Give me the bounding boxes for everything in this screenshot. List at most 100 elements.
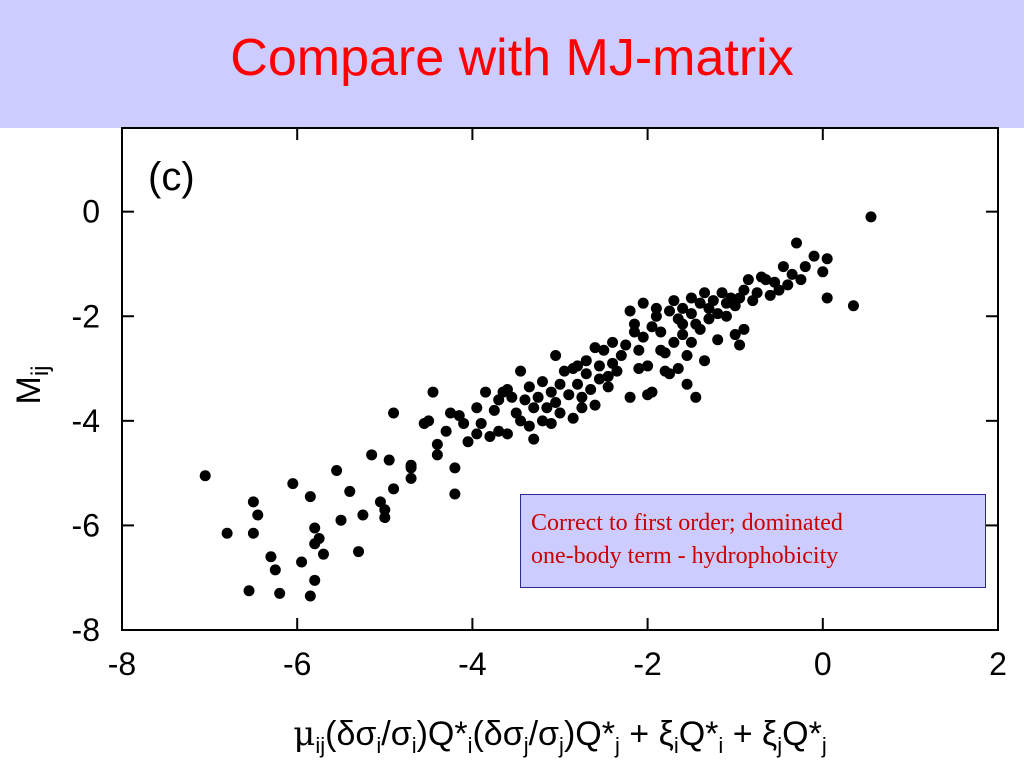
data-point <box>572 360 584 372</box>
data-point <box>576 402 588 414</box>
data-point <box>335 514 347 526</box>
data-point <box>598 344 610 356</box>
data-point <box>624 305 636 317</box>
annotation-line-1: Correct to first order; dominated <box>531 510 843 536</box>
data-point <box>567 412 579 424</box>
data-point <box>637 297 649 309</box>
data-point <box>589 399 601 411</box>
data-point <box>554 378 566 390</box>
data-point <box>572 378 584 390</box>
data-point <box>677 329 689 341</box>
data-point <box>602 381 614 393</box>
data-point <box>720 310 732 322</box>
data-point <box>269 564 281 576</box>
data-point <box>655 326 667 338</box>
data-point <box>528 433 540 445</box>
data-point <box>685 308 697 320</box>
data-point <box>252 509 264 521</box>
data-point <box>480 386 492 398</box>
data-point <box>677 302 689 314</box>
data-point <box>545 386 557 398</box>
data-point <box>699 355 711 367</box>
data-point <box>440 425 452 437</box>
y-tick-label: -4 <box>72 403 100 439</box>
data-point <box>366 449 378 461</box>
data-point <box>449 488 461 500</box>
data-point <box>681 349 693 361</box>
data-point <box>738 284 750 296</box>
data-point <box>712 308 724 320</box>
data-point <box>458 417 470 429</box>
data-points <box>199 211 877 602</box>
data-point <box>274 587 286 599</box>
data-point <box>379 504 391 516</box>
x-tick-label: 0 <box>814 646 832 682</box>
data-point <box>471 428 483 440</box>
data-point <box>734 339 746 351</box>
data-point <box>637 331 649 343</box>
data-point <box>650 310 662 322</box>
data-point <box>799 261 811 273</box>
data-point <box>716 287 728 299</box>
y-tick-label: -8 <box>72 612 100 648</box>
y-tick-label: -2 <box>72 298 100 334</box>
data-point <box>650 302 662 314</box>
data-point <box>668 295 680 307</box>
slide-title: Compare with MJ-matrix <box>230 29 794 87</box>
data-point <box>506 391 518 403</box>
data-point <box>760 274 772 286</box>
panel-label: (c) <box>148 155 195 199</box>
data-point <box>541 402 553 414</box>
data-point <box>580 355 592 367</box>
y-tick-label: -6 <box>72 507 100 543</box>
x-tick-label: -2 <box>633 646 661 682</box>
data-point <box>309 522 321 534</box>
data-point <box>751 287 763 299</box>
data-point <box>795 274 807 286</box>
data-point <box>685 336 697 348</box>
data-point <box>431 449 443 461</box>
data-point <box>304 491 316 503</box>
data-point <box>405 462 417 474</box>
data-point <box>633 363 645 375</box>
data-point <box>550 397 562 409</box>
title-bar: Compare with MJ-matrix <box>0 0 1024 128</box>
data-point <box>865 211 877 223</box>
data-point <box>821 253 833 265</box>
data-point <box>247 527 259 539</box>
data-point <box>475 417 487 429</box>
data-point <box>615 349 627 361</box>
data-point <box>585 383 597 395</box>
data-point <box>445 407 456 419</box>
data-point <box>628 326 640 338</box>
data-point <box>449 462 461 474</box>
x-tick-label: -8 <box>108 646 136 682</box>
data-point <box>703 313 715 325</box>
data-point <box>791 237 803 249</box>
data-point <box>694 297 706 309</box>
data-point <box>611 365 623 377</box>
data-point <box>738 323 750 335</box>
data-point <box>331 465 343 477</box>
data-point <box>550 349 562 361</box>
data-point <box>532 391 544 403</box>
data-point <box>764 289 776 301</box>
data-point <box>563 389 575 401</box>
data-point <box>501 428 513 440</box>
data-point <box>309 574 321 586</box>
x-tick-label: 2 <box>989 646 1007 682</box>
data-point <box>536 376 548 388</box>
data-point <box>353 546 365 558</box>
data-point <box>677 318 689 330</box>
data-point <box>808 250 820 262</box>
data-point <box>388 407 400 419</box>
data-point <box>672 363 684 375</box>
data-point <box>580 368 592 380</box>
data-point <box>777 261 789 273</box>
data-point <box>576 391 588 403</box>
data-point <box>847 300 859 312</box>
data-point <box>664 368 675 380</box>
x-axis-label: μij(δσi/σi)Q*i(δσj/σj)Q*j + ξiQ*i + ξjQ*… <box>293 714 826 758</box>
data-point <box>199 470 211 482</box>
y-axis-label: Mij <box>10 366 54 405</box>
